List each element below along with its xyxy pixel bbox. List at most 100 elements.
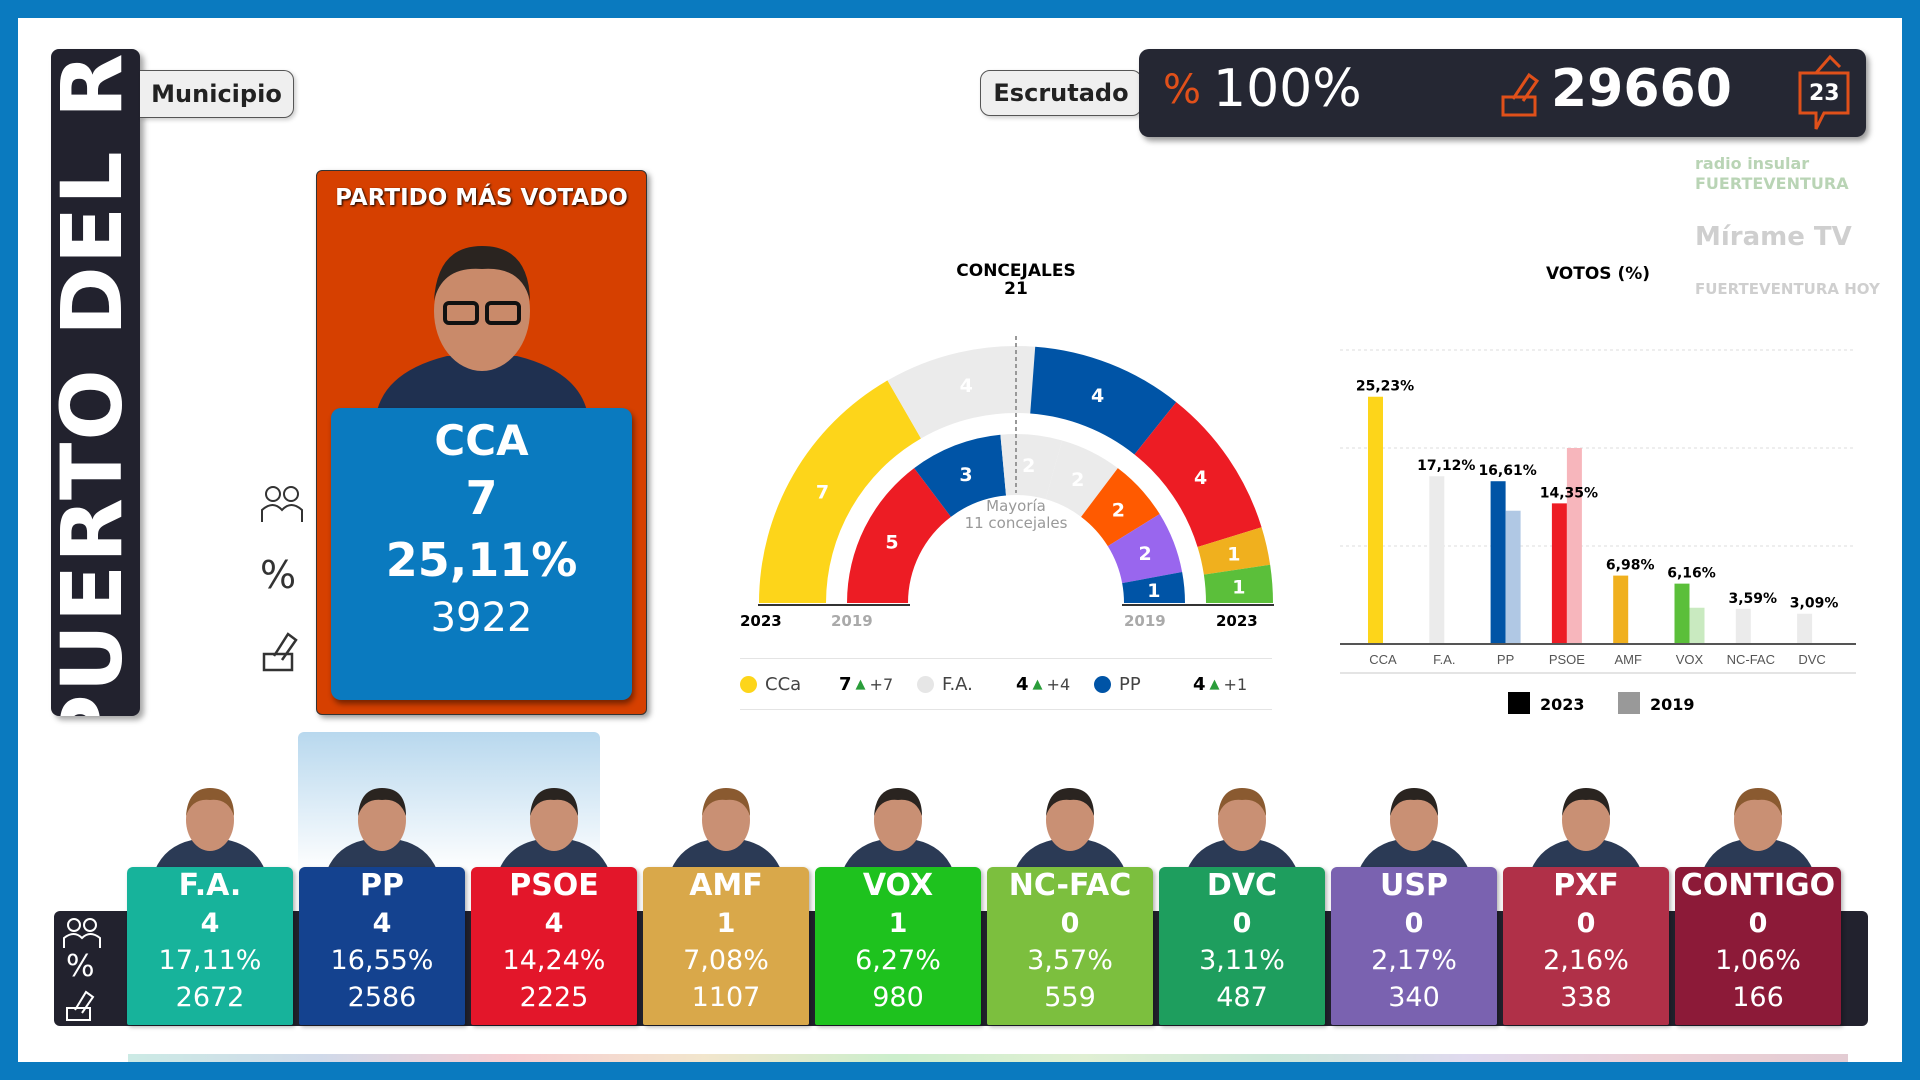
hemicycle-title: CONCEJALES (956, 261, 1076, 281)
outer-2023-segment-0 (759, 380, 921, 603)
legend-item-fa: F.A. 4 ▲ +4 (917, 674, 1094, 695)
party-name: F.A. (178, 868, 242, 903)
category-label: CCA (1369, 652, 1397, 667)
ballot-row-icon (66, 990, 95, 1021)
percent-icon: % (1163, 67, 1202, 113)
hemicycle-title-block: CONCEJALES 21 (916, 262, 1116, 298)
party-card-dvc: DVC 0 3,11% 487 (1159, 867, 1325, 1025)
party-seats: 0 (1232, 908, 1252, 939)
legend-swatch-2019 (1618, 692, 1640, 714)
municipality-name: PUERTO DEL RO (51, 49, 140, 716)
legend-item-pp: PP 4 ▲ +1 (1094, 674, 1271, 695)
candidate-photo (322, 780, 442, 870)
party-card-fa: F.A. 4 17,11% 2672 (127, 867, 293, 1025)
party-percent: 16,55% (330, 945, 434, 976)
outer-2023-seat-label: 4 (1091, 385, 1104, 407)
bar-2023-F.A. (1429, 476, 1445, 644)
category-label: VOX (1676, 652, 1704, 667)
party-votes: 166 (1732, 982, 1784, 1013)
party-card-amf: AMF 1 7,08% 1107 (643, 867, 809, 1025)
inner-2019-segment-6 (1122, 571, 1185, 603)
party-votes: 2672 (175, 982, 245, 1013)
percent-row-icon: % (260, 553, 297, 597)
councillors-icon (261, 486, 303, 522)
bar-2019-PP (1505, 510, 1521, 644)
candidate-photo (1354, 780, 1474, 870)
party-seats: 4 (544, 908, 564, 939)
ballot-icon (1501, 72, 1540, 117)
majority-value: 11 concejales (964, 514, 1068, 532)
category-label: PP (1497, 652, 1514, 667)
majority-note: Mayoría 11 concejales (898, 498, 1134, 532)
bar-2023-PP (1490, 481, 1506, 644)
inner-2019-seat-label: 5 (885, 531, 898, 553)
party-seats: 1 (888, 908, 908, 939)
bar-2023-NC-FAC (1735, 608, 1751, 644)
legend-change: +1 (1223, 674, 1248, 694)
inner-2019-seat-label: 2 (1022, 455, 1035, 477)
municipality-banner: PUERTO DEL RO (51, 49, 140, 716)
party-seats: 0 (1748, 908, 1768, 939)
results-panel: PUERTO DEL RO Municipio Escrutado % 100%… (18, 18, 1902, 1062)
party-votes: 487 (1216, 982, 1268, 1013)
party-name: VOX (862, 868, 934, 903)
category-label: PSOE (1549, 652, 1585, 667)
outer-2023-segment-4 (1197, 527, 1271, 575)
top-party-results: CCA 7 25,11% 3922 (331, 408, 632, 700)
party-votes: 2586 (347, 982, 417, 1013)
outer-2023-segment-3 (1134, 402, 1262, 547)
legend-party: F.A. (942, 673, 973, 695)
outer-2023-seat-label: 1 (1232, 576, 1245, 598)
inner-2019-segment-5 (1107, 514, 1183, 584)
candidate-photo (1010, 780, 1130, 870)
party-votes: 340 (1388, 982, 1440, 1013)
bar-value-label: 3,09% (1790, 596, 1839, 612)
party-votes: 2225 (519, 982, 589, 1013)
logo-radio-insular: radio insular FUERTEVENTURA (1695, 154, 1849, 193)
majority-label: Mayoría (986, 497, 1046, 515)
party-card-psoe: PSOE 4 14,24% 2225 (471, 867, 637, 1025)
inner-2019-segment-1 (914, 434, 1007, 517)
bar-value-label: 6,98% (1606, 558, 1655, 574)
bar-chart-title: VOTOS (%) (1545, 264, 1651, 284)
inner-2019-segment-0 (847, 468, 951, 603)
top-party-name: CCA (434, 416, 529, 465)
party-name: DVC (1206, 868, 1278, 903)
outer-2023-seat-label: 1 (1227, 543, 1240, 565)
party-seats: 1 (716, 908, 736, 939)
legend-seats: 7 (839, 673, 852, 695)
party-percent: 2,16% (1543, 945, 1629, 976)
legend-swatch-2023 (1508, 692, 1530, 714)
year-inner-right: 2019 (1124, 612, 1166, 630)
party-name: USP (1380, 868, 1448, 903)
inner-2019-seat-label: 2 (1139, 543, 1152, 565)
outer-2023-seat-label: 4 (1194, 467, 1207, 489)
bar-value-label: 16,61% (1478, 463, 1536, 479)
ballot-row-icon (262, 632, 298, 672)
percent-row-icon: % (66, 949, 95, 984)
party-seats: 4 (200, 908, 220, 939)
party-name: PXF (1553, 868, 1619, 903)
top-party-seats: 7 (465, 471, 498, 525)
party-percent: 7,08% (683, 945, 769, 976)
party-card-ncfac: NC-FAC 0 3,57% 559 (987, 867, 1153, 1025)
year-outer-right: 2023 (1216, 612, 1258, 630)
legend-seats: 4 (1016, 673, 1029, 695)
bar-2019-VOX (1689, 607, 1705, 644)
legend-label: 2019 (1650, 695, 1695, 714)
outer-2023-segment-5 (1203, 564, 1273, 603)
party-color-dot (1094, 675, 1111, 693)
party-percent: 1,06% (1715, 945, 1801, 976)
logo-fuerteventura-hoy: FUERTEVENTURA HOY (1695, 280, 1880, 298)
party-card-pp: PP 4 16,55% 2586 (299, 867, 465, 1025)
party-seats: 0 (1576, 908, 1596, 939)
inner-2019-segment-3 (1045, 440, 1118, 517)
party-card-usp: USP 0 2,17% 340 (1331, 867, 1497, 1025)
party-name: PP (360, 868, 404, 903)
candidate-photo (666, 780, 786, 870)
party-color-dot (740, 675, 757, 693)
party-seats: 0 (1060, 908, 1080, 939)
outer-2023-seat-label: 7 (816, 481, 829, 503)
bar-2023-PSOE (1551, 503, 1567, 644)
